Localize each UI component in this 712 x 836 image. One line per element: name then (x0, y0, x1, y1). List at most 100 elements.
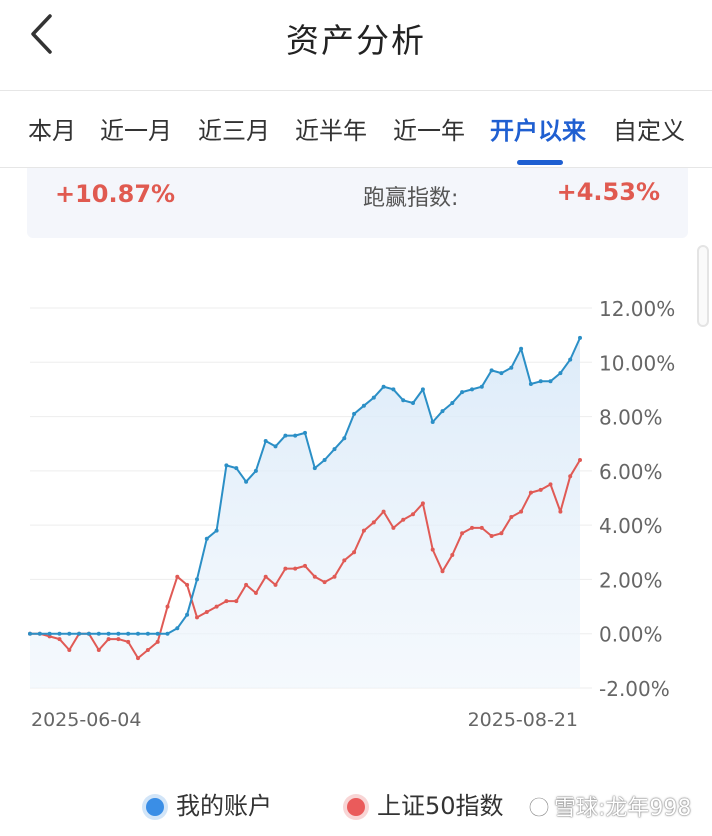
account-series-point (204, 536, 209, 541)
account-series-point (440, 409, 445, 414)
account-series-point (145, 631, 150, 636)
legend-dot-index (347, 798, 365, 816)
y-tick-label: 8.00% (599, 406, 663, 430)
index-series-point (96, 648, 101, 652)
index-series-point (470, 525, 474, 530)
tab-custom[interactable]: 自定义 (613, 117, 685, 145)
index-series-point (440, 569, 445, 574)
account-series-point (489, 368, 494, 373)
account-series-point (538, 379, 543, 384)
account-series-point (273, 444, 278, 449)
account-series-point (86, 631, 91, 636)
account-series-point (460, 390, 465, 395)
chart-x-axis: 2025-06-04 2025-08-21 (31, 709, 578, 731)
back-button[interactable] (22, 12, 66, 56)
index-series-point (450, 553, 455, 557)
account-series-point (126, 631, 131, 636)
beat-index-value: +4.53% (556, 178, 660, 206)
index-series-point (57, 637, 62, 642)
index-series-point (509, 515, 514, 519)
index-series-point (401, 517, 406, 522)
account-series-point (214, 528, 219, 533)
legend-item-account[interactable]: 我的账户 (146, 786, 272, 821)
account-series-point (401, 398, 406, 403)
account-series-point (371, 395, 376, 400)
scrollbar-thumb[interactable] (697, 245, 709, 327)
account-series-point (96, 631, 101, 636)
tab-since-account-opening[interactable]: 开户以来 (490, 117, 586, 145)
index-series-point (342, 558, 347, 563)
index-series-point (519, 509, 524, 514)
account-series-point (185, 612, 190, 617)
account-series-point (175, 626, 180, 631)
index-series-point (391, 525, 396, 530)
account-series-point (578, 335, 582, 340)
account-series-point (568, 357, 573, 362)
account-series-point (303, 430, 307, 435)
account-area-fill (30, 337, 580, 688)
legend-dot-account (146, 798, 164, 816)
account-series-point (519, 346, 524, 351)
account-series-point (57, 631, 62, 636)
index-series-point (312, 574, 317, 579)
index-series-point (195, 615, 199, 620)
account-series-point (77, 631, 82, 636)
account-series-point (244, 479, 249, 484)
index-series-point (528, 490, 533, 495)
index-series-point (283, 566, 288, 571)
index-series-point (273, 582, 278, 587)
index-series-point (352, 550, 357, 555)
index-series-point (67, 648, 72, 652)
index-series-point (165, 604, 170, 609)
legend-item-index[interactable]: 上证50指数 (347, 786, 504, 821)
tab-last-month[interactable]: 近一月 (100, 117, 172, 145)
index-series-point (479, 525, 484, 530)
index-series-point (460, 531, 465, 536)
watermark-text: 雪球:龙年998 (554, 796, 692, 821)
tab-last-three-months[interactable]: 近三月 (198, 117, 270, 145)
tab-last-year[interactable]: 近一年 (393, 117, 465, 145)
account-series-point (293, 433, 298, 438)
y-tick-label: 0.00% (599, 623, 663, 647)
account-series-point (332, 447, 337, 452)
account-series-point (28, 631, 32, 636)
legend-label-index: 上证50指数 (377, 792, 504, 820)
index-series-point (381, 509, 386, 514)
account-series-point (509, 365, 514, 370)
account-series-point (155, 631, 160, 636)
account-series-point (116, 631, 121, 636)
index-series-point (116, 637, 121, 642)
index-series-point (126, 639, 131, 644)
account-series-point (479, 384, 484, 389)
index-series-point (253, 591, 258, 595)
tab-this-month[interactable]: 本月 (28, 117, 76, 145)
account-series-point (224, 463, 229, 468)
tab-last-half-year[interactable]: 近半年 (295, 117, 367, 145)
account-series-point (342, 436, 347, 441)
index-series-point (361, 528, 366, 533)
account-series-point (253, 468, 258, 473)
account-series-point (136, 631, 140, 636)
chart-y-axis: 12.00% 10.00% 8.00% 6.00% 4.00% 2.00% 0.00% -2.… (599, 297, 675, 701)
time-range-tabs: 本月 近一月 近三月 近半年 近一年 开户以来 自定义 (0, 91, 712, 168)
account-series-point (411, 401, 415, 405)
index-series-point (136, 656, 140, 661)
chevron-left-icon (31, 14, 52, 54)
account-series-point (195, 577, 199, 582)
index-series-point (568, 474, 573, 479)
index-series-point (420, 501, 425, 506)
y-tick-label: 10.00% (599, 351, 675, 375)
account-series-point (450, 401, 455, 405)
watermark: 雪球:龙年998 (528, 790, 691, 822)
index-series-point (499, 531, 504, 536)
index-series-point (293, 566, 298, 571)
index-series-point (145, 648, 150, 652)
account-series-point (391, 387, 396, 392)
y-tick-label: -2.00% (599, 677, 670, 701)
account-series-point (47, 631, 52, 636)
y-tick-label: 12.00% (599, 297, 675, 321)
account-series-point (470, 387, 474, 392)
account-series-point (322, 458, 327, 462)
x-tick-label: 2025-08-21 (468, 709, 578, 731)
index-series-point (430, 547, 435, 552)
